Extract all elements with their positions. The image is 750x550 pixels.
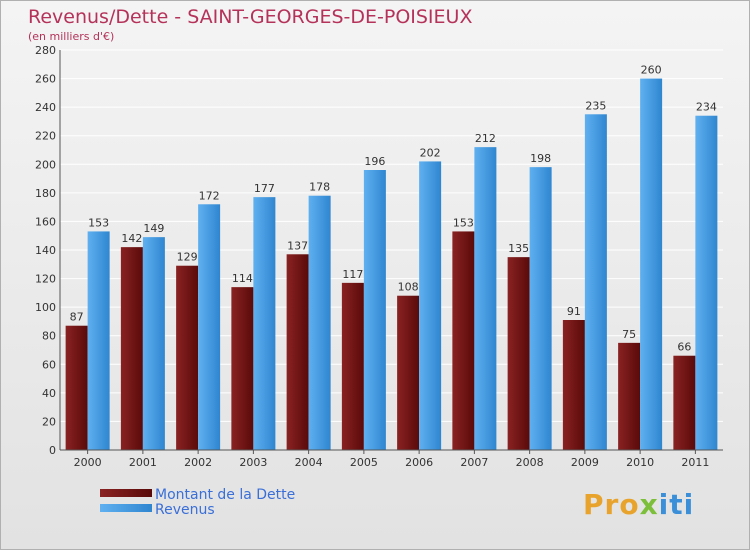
axes: 0 20 40 60 80 100 120 140 160 180 200 220 240 260 280 2… bbox=[35, 44, 723, 469]
bar-dette bbox=[562, 320, 585, 450]
x-tick-label: 2003 bbox=[239, 456, 267, 469]
grid-lines bbox=[60, 49, 723, 451]
x-tick-label: 2004 bbox=[295, 456, 323, 469]
y-tick-label: 0 bbox=[49, 444, 56, 457]
x-tick-label: 2011 bbox=[681, 456, 709, 469]
x-tick-label: 2001 bbox=[129, 456, 157, 469]
bar-revenus bbox=[87, 231, 110, 450]
bar-revenus bbox=[253, 197, 276, 450]
data-label-dette: 114 bbox=[232, 272, 253, 285]
bar-dette bbox=[341, 282, 364, 450]
bar-dette bbox=[286, 254, 309, 450]
y-tick-label: 200 bbox=[35, 158, 56, 171]
data-label-revenus: 177 bbox=[254, 182, 275, 195]
bar-revenus bbox=[363, 170, 386, 450]
bars bbox=[65, 78, 718, 451]
bar-dette bbox=[176, 265, 199, 450]
bar-revenus bbox=[529, 167, 552, 450]
bar-revenus bbox=[198, 204, 221, 450]
bar-revenus bbox=[142, 237, 165, 450]
y-tick-label: 120 bbox=[35, 273, 56, 286]
data-label-dette: 129 bbox=[177, 251, 198, 264]
y-tick-label: 260 bbox=[35, 73, 56, 86]
proxiti-logo: Proxiti bbox=[583, 488, 695, 521]
bar-revenus bbox=[474, 147, 497, 450]
data-label-dette: 87 bbox=[70, 311, 84, 324]
data-label-revenus: 212 bbox=[475, 132, 496, 145]
legend-label-dette: Montant de la Dette bbox=[155, 487, 295, 503]
bar-dette bbox=[452, 231, 475, 450]
data-label-revenus: 178 bbox=[309, 181, 330, 194]
data-label-revenus: 153 bbox=[88, 216, 109, 229]
bar-dette bbox=[397, 295, 420, 450]
bar-revenus bbox=[419, 161, 442, 450]
legend: Montant de la Dette Revenus bbox=[100, 487, 295, 518]
bar-revenus bbox=[308, 195, 331, 450]
x-tick-label: 2010 bbox=[626, 456, 654, 469]
bar-dette bbox=[65, 325, 88, 450]
x-tick-label: 2005 bbox=[350, 456, 378, 469]
data-label-revenus: 196 bbox=[364, 155, 385, 168]
x-tick-label: 2006 bbox=[405, 456, 433, 469]
x-tick-label: 2000 bbox=[74, 456, 102, 469]
bar-revenus bbox=[640, 78, 663, 451]
chart-subtitle: (en milliers d'€) bbox=[28, 30, 115, 43]
bar-revenus bbox=[584, 114, 607, 451]
data-label-dette: 137 bbox=[287, 239, 308, 252]
x-tick-label: 2009 bbox=[571, 456, 599, 469]
data-label-dette: 153 bbox=[453, 216, 474, 229]
data-label-dette: 66 bbox=[677, 341, 691, 354]
y-tick-label: 140 bbox=[35, 244, 56, 257]
data-label-dette: 108 bbox=[398, 281, 419, 294]
data-label-revenus: 198 bbox=[530, 152, 551, 165]
data-label-dette: 117 bbox=[342, 268, 363, 281]
chart-title: Revenus/Dette - SAINT-GEORGES-DE-POISIEU… bbox=[28, 6, 473, 28]
bar-revenus bbox=[695, 115, 718, 450]
y-tick-label: 220 bbox=[35, 130, 56, 143]
bar-dette bbox=[673, 355, 696, 450]
bar-dette bbox=[231, 287, 254, 450]
y-tick-label: 60 bbox=[42, 358, 56, 371]
y-tick-label: 20 bbox=[42, 415, 56, 428]
data-label-revenus: 202 bbox=[420, 146, 441, 159]
bar-dette bbox=[120, 247, 143, 450]
data-label-revenus: 172 bbox=[199, 189, 220, 202]
x-tick-label: 2008 bbox=[516, 456, 544, 469]
legend-swatch-revenus bbox=[100, 504, 152, 512]
data-label-revenus: 234 bbox=[696, 101, 717, 114]
bar-dette bbox=[507, 257, 530, 450]
bar-dette bbox=[618, 342, 641, 450]
x-tick-label: 2002 bbox=[184, 456, 212, 469]
y-tick-label: 240 bbox=[35, 101, 56, 114]
data-label-dette: 142 bbox=[121, 232, 142, 245]
y-tick-label: 80 bbox=[42, 330, 56, 343]
legend-label-revenus: Revenus bbox=[155, 502, 215, 518]
data-label-dette: 75 bbox=[622, 328, 636, 341]
legend-swatch-dette bbox=[100, 489, 152, 497]
x-tick-label: 2007 bbox=[460, 456, 488, 469]
y-tick-label: 40 bbox=[42, 387, 56, 400]
data-label-revenus: 149 bbox=[143, 222, 164, 235]
data-label-revenus: 260 bbox=[641, 64, 662, 77]
data-label-revenus: 235 bbox=[585, 99, 606, 112]
y-tick-label: 280 bbox=[35, 44, 56, 57]
data-label-dette: 91 bbox=[567, 305, 581, 318]
y-tick-label: 180 bbox=[35, 187, 56, 200]
y-tick-label: 100 bbox=[35, 301, 56, 314]
data-label-dette: 135 bbox=[508, 242, 529, 255]
y-tick-label: 160 bbox=[35, 215, 56, 228]
